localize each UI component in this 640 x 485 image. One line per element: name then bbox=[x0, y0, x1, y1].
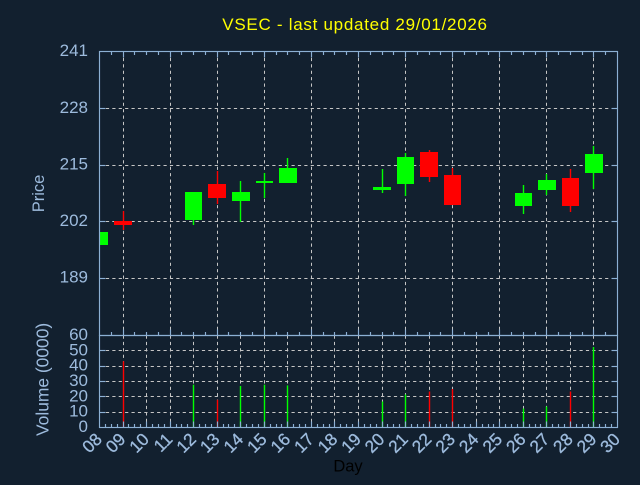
svg-text:Volume (0000): Volume (0000) bbox=[33, 323, 53, 436]
svg-text:228: 228 bbox=[60, 98, 88, 117]
svg-text:60: 60 bbox=[69, 325, 88, 344]
svg-text:Day: Day bbox=[333, 458, 363, 476]
svg-text:215: 215 bbox=[60, 154, 88, 173]
svg-text:VSEC - last updated 29/01/2026: VSEC - last updated 29/01/2026 bbox=[222, 15, 487, 34]
svg-text:189: 189 bbox=[60, 268, 88, 287]
svg-text:50: 50 bbox=[69, 340, 88, 359]
svg-text:30: 30 bbox=[69, 371, 88, 390]
svg-text:40: 40 bbox=[69, 356, 88, 375]
svg-text:20: 20 bbox=[69, 386, 88, 405]
svg-text:202: 202 bbox=[60, 211, 88, 230]
svg-text:241: 241 bbox=[60, 41, 88, 60]
svg-text:10: 10 bbox=[69, 402, 88, 421]
svg-text:0: 0 bbox=[79, 417, 88, 436]
svg-text:Price: Price bbox=[30, 175, 48, 213]
